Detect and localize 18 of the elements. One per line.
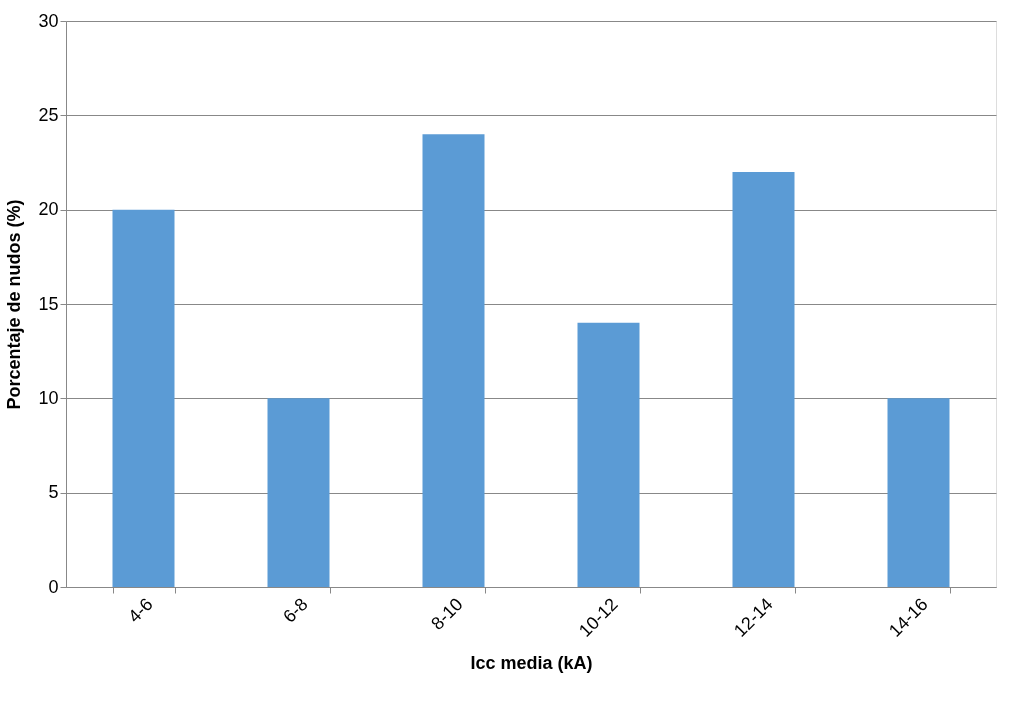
y-axis-title: Porcentaje de nudos (%)	[4, 199, 25, 410]
x-tick-label: 8-10	[427, 594, 467, 634]
bar	[267, 398, 330, 587]
y-tick-label: 5	[48, 482, 59, 503]
bar	[422, 134, 485, 587]
x-axis-title: Icc media (kA)	[470, 652, 593, 673]
bar	[732, 171, 795, 587]
bar	[112, 209, 175, 587]
y-tick-label: 0	[48, 576, 59, 597]
bar	[577, 322, 640, 587]
x-tick-label: 4-6	[124, 594, 157, 627]
y-tick-label: 20	[38, 199, 59, 220]
x-tick-label: 6-8	[279, 594, 312, 627]
y-tick-label: 30	[38, 10, 59, 31]
y-tick-label: 25	[38, 104, 59, 125]
bar	[887, 398, 950, 587]
y-tick-label: 15	[38, 293, 59, 314]
y-tick-label: 10	[38, 387, 59, 408]
